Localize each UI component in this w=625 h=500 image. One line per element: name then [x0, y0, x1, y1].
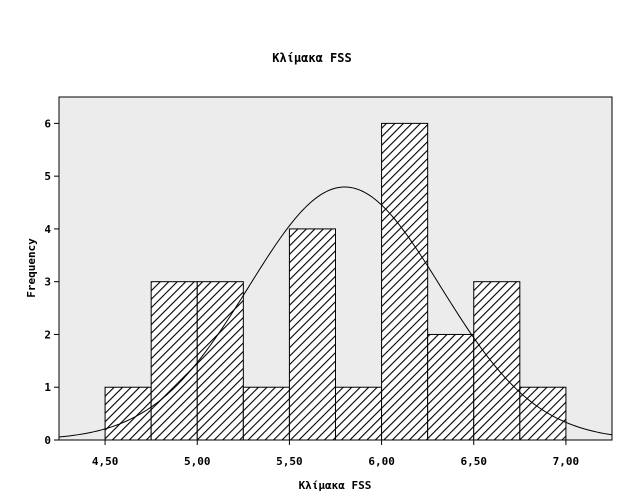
normal-curve-group — [58, 186, 613, 438]
y-tick-label: 1 — [44, 381, 51, 394]
histogram-bar — [519, 386, 567, 441]
y-axis-label: Frequency — [25, 238, 38, 298]
chart-title: Κλίμακα FSS — [272, 51, 351, 65]
x-tick-label: 4,50 — [92, 455, 119, 468]
x-tick-label: 7,00 — [553, 455, 580, 468]
bars-group — [104, 122, 567, 441]
x-tick-label: 5,00 — [184, 455, 211, 468]
x-tick-label: 5,50 — [276, 455, 303, 468]
y-tick-label: 3 — [44, 276, 51, 289]
histogram-bar — [288, 228, 336, 441]
y-tick-label: 6 — [44, 117, 51, 130]
histogram-bar — [473, 281, 521, 441]
y-tick-label: 0 — [44, 434, 51, 447]
histogram-bar — [427, 333, 475, 441]
x-tick-label: 6,00 — [368, 455, 395, 468]
histogram-bar — [242, 386, 290, 441]
histogram-bar — [150, 281, 198, 441]
y-axis: 0 1 2 3 4 5 6 — [44, 117, 59, 447]
histogram-bar — [104, 386, 152, 441]
y-tick-label: 5 — [44, 170, 51, 183]
histogram-bar — [381, 122, 429, 441]
histogram-bar — [335, 386, 383, 441]
y-tick-label: 2 — [44, 328, 51, 341]
x-tick-label: 6,50 — [461, 455, 488, 468]
y-tick-label: 4 — [44, 223, 51, 236]
normal-curve — [58, 186, 613, 438]
x-axis-label: Κλίμακα FSS — [299, 479, 372, 492]
x-axis: 4,50 5,00 5,50 6,00 6,50 7,00 — [92, 440, 579, 468]
